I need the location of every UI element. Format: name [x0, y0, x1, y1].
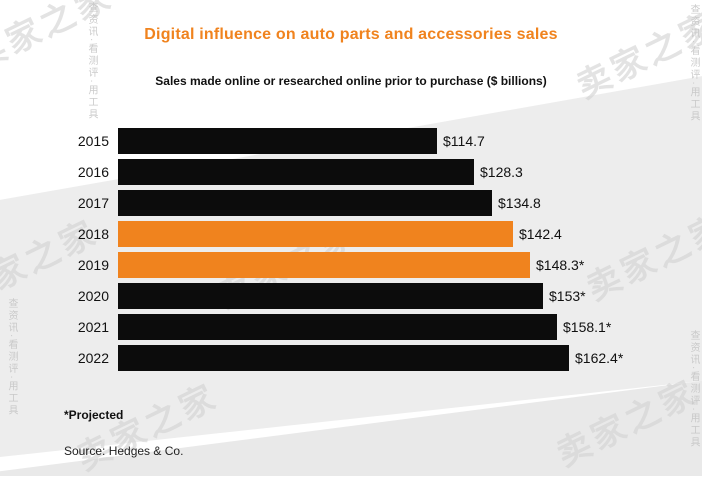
- bar-2019: [118, 252, 530, 278]
- value-label: $158.1*: [563, 319, 612, 335]
- year-label: 2015: [77, 133, 109, 149]
- chart-row: 2020 $153*: [64, 283, 702, 309]
- chart-title: Digital influence on auto parts and acce…: [144, 26, 558, 43]
- chart-row: 2017 $134.8: [64, 190, 702, 216]
- year-label: 2018: [77, 226, 109, 242]
- bar-2021: [118, 314, 557, 340]
- chart-row: 2022 $162.4*: [64, 345, 702, 371]
- bar-chart: 2015 $114.7 2016 $128.3 2017 $134.8 2018 $142.4…: [64, 128, 702, 376]
- value-label: $153*: [549, 288, 586, 304]
- chart-row: 2018 $142.4: [64, 221, 702, 247]
- year-label: 2016: [77, 164, 109, 180]
- bar-2017: [118, 190, 492, 216]
- watermark-tagline: 查资讯·看测评·用工具: [86, 2, 97, 121]
- year-label: 2022: [77, 350, 109, 366]
- chart-subtitle: Sales made online or researched online p…: [155, 74, 547, 88]
- chart-row: 2021 $158.1*: [64, 314, 702, 340]
- value-label: $148.3*: [536, 257, 585, 273]
- bar-2022: [118, 345, 569, 371]
- bar-2020: [118, 283, 543, 309]
- bar-2016: [118, 159, 474, 185]
- chart-row: 2016 $128.3: [64, 159, 702, 185]
- year-label: 2021: [77, 319, 109, 335]
- value-label: $162.4*: [575, 350, 624, 366]
- value-label: $128.3: [480, 164, 523, 180]
- year-label: 2019: [77, 257, 109, 273]
- value-label: $114.7: [443, 133, 485, 149]
- source-credit: Source: Hedges & Co.: [64, 444, 184, 458]
- chart-row: 2019 $148.3*: [64, 252, 702, 278]
- value-label: $134.8: [498, 195, 541, 211]
- bar-2015: [118, 128, 437, 154]
- chart-row: 2015 $114.7: [64, 128, 702, 154]
- value-label: $142.4: [519, 226, 562, 242]
- footnote-projected: *Projected: [64, 408, 124, 422]
- bar-2018: [118, 221, 513, 247]
- year-label: 2020: [77, 288, 109, 304]
- year-label: 2017: [77, 195, 109, 211]
